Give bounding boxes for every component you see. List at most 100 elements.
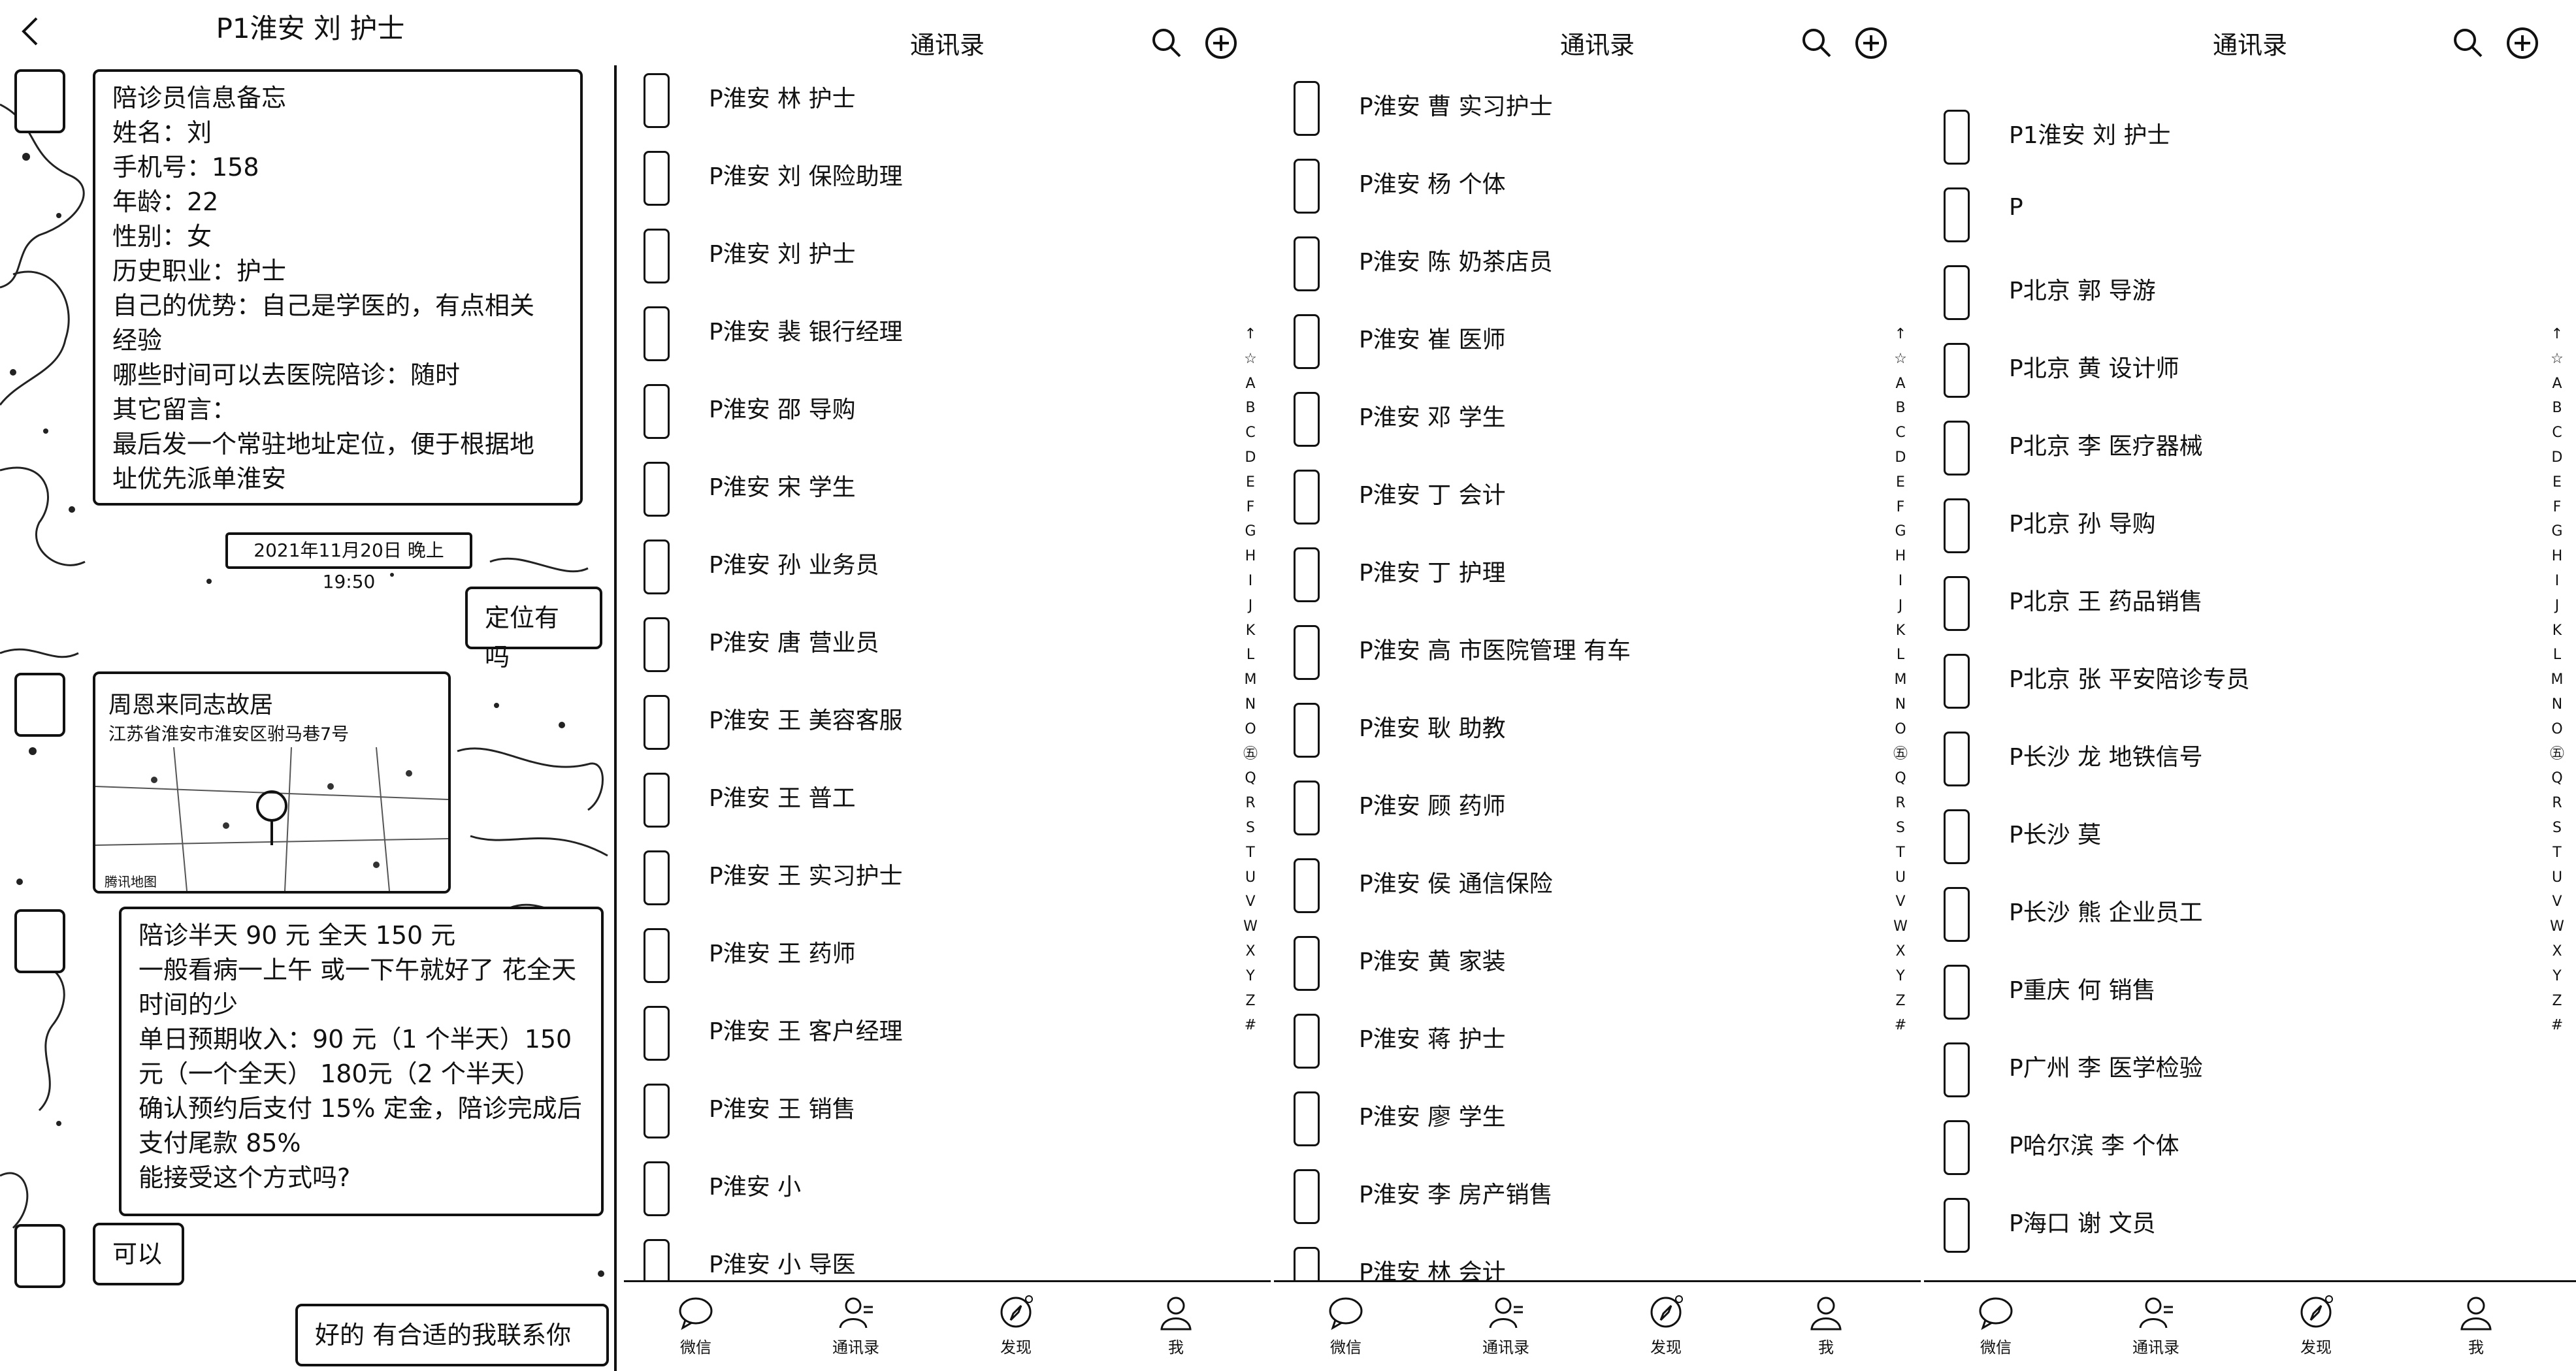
index-letter[interactable]: B xyxy=(1895,400,1906,417)
index-letter[interactable]: U xyxy=(1245,869,1256,886)
index-letter[interactable]: X xyxy=(1895,943,1906,960)
index-letter[interactable]: # xyxy=(1244,1017,1257,1034)
index-letter[interactable]: R xyxy=(1245,795,1256,812)
contact-row[interactable]: P淮安 杨 个体 xyxy=(1274,151,1921,223)
contact-row[interactable]: P北京 王 药品销售 xyxy=(1924,568,2576,640)
index-letter[interactable]: J xyxy=(1898,597,1903,614)
index-letter[interactable]: V xyxy=(2552,894,2562,911)
contact-row[interactable]: P淮安 廖 学生 xyxy=(1274,1084,1921,1155)
index-letter[interactable]: D xyxy=(1895,449,1906,466)
tab-item[interactable]: 微信 xyxy=(657,1294,735,1357)
tab-item[interactable]: 通讯录 xyxy=(2117,1294,2195,1357)
contact-row[interactable]: P淮安 曹 实习护士 xyxy=(1274,73,1921,145)
contact-row[interactable]: P北京 张 平安陪诊专员 xyxy=(1924,646,2576,718)
contact-row[interactable]: P淮安 刘 护士 xyxy=(624,221,1271,293)
contact-row[interactable]: P重庆 何 销售 xyxy=(1924,957,2576,1029)
index-letter[interactable]: Q xyxy=(2551,770,2563,787)
contact-row[interactable]: P淮安 李 房产销售 xyxy=(1274,1161,1921,1233)
index-letter[interactable]: M xyxy=(2551,671,2564,688)
contact-row[interactable]: P淮安 宋 学生 xyxy=(624,454,1271,526)
index-letter[interactable]: A xyxy=(1895,375,1906,392)
index-letter[interactable]: # xyxy=(2551,1017,2564,1034)
index-letter[interactable]: V xyxy=(1895,894,1906,911)
index-letter[interactable]: G xyxy=(1245,523,1256,540)
index-letter[interactable]: Y xyxy=(1896,967,1905,984)
contact-row[interactable]: P xyxy=(1924,180,2576,251)
index-letter[interactable]: Q xyxy=(1895,770,1906,787)
tab-item[interactable]: 我 xyxy=(2437,1294,2515,1357)
contact-row[interactable]: P淮安 侯 通信保险 xyxy=(1274,850,1921,922)
index-letter[interactable]: ㊄ xyxy=(2549,745,2564,762)
index-letter[interactable]: ☆ xyxy=(1894,350,1907,367)
contact-row[interactable]: P长沙 莫 xyxy=(1924,801,2576,873)
contact-row[interactable]: P哈尔滨 李 个体 xyxy=(1924,1112,2576,1184)
contact-row[interactable]: P1淮安 刘 护士 xyxy=(1924,102,2576,174)
index-letter[interactable]: U xyxy=(1895,869,1906,886)
contact-row[interactable]: P长沙 龙 地铁信号 xyxy=(1924,724,2576,796)
add-circle-icon[interactable] xyxy=(1854,26,1888,60)
index-letter[interactable]: ☆ xyxy=(1244,350,1257,367)
index-letter[interactable]: ↑ xyxy=(2551,326,2564,342)
index-letter[interactable]: Y xyxy=(1246,967,1255,984)
contact-row[interactable]: P淮安 王 药师 xyxy=(624,920,1271,992)
tab-item[interactable]: 发现 xyxy=(1627,1294,1705,1357)
contact-row[interactable]: P淮安 陈 奶茶店员 xyxy=(1274,229,1921,300)
index-letter[interactable]: M xyxy=(1244,671,1257,688)
index-letter[interactable]: T xyxy=(2552,844,2562,861)
reply-ok-bubble[interactable]: 可以 xyxy=(93,1223,184,1285)
index-letter[interactable]: R xyxy=(1895,795,1906,812)
index-letter[interactable]: S xyxy=(2552,819,2562,836)
index-letter[interactable]: F xyxy=(1246,498,1255,515)
index-letter[interactable]: ㊄ xyxy=(1243,745,1258,762)
index-letter[interactable]: K xyxy=(1895,622,1906,639)
contact-row[interactable]: P淮安 王 实习护士 xyxy=(624,843,1271,914)
final-reply-bubble[interactable]: 好的 有合适的我联系你 xyxy=(295,1304,609,1366)
index-letter[interactable]: I xyxy=(2554,572,2560,589)
index-letter[interactable]: G xyxy=(2551,523,2563,540)
index-letter[interactable]: B xyxy=(1245,400,1256,417)
contact-row[interactable]: P淮安 丁 护理 xyxy=(1274,540,1921,611)
index-letter[interactable]: # xyxy=(1894,1017,1907,1034)
index-letter[interactable]: U xyxy=(2551,869,2563,886)
index-letter[interactable]: ↑ xyxy=(1244,326,1257,342)
index-letter[interactable]: G xyxy=(1895,523,1906,540)
tab-item[interactable]: 微信 xyxy=(1957,1294,2035,1357)
alphabet-index[interactable]: ↑ ☆ A B C D E F G H I J K L M N O ㊄ Q R S T U V W X Y Z # xyxy=(1241,322,1260,1038)
contact-avatar[interactable] xyxy=(14,69,65,133)
index-letter[interactable]: W xyxy=(1243,918,1258,935)
contact-row[interactable]: P淮安 王 美容客服 xyxy=(624,687,1271,759)
index-letter[interactable]: T xyxy=(1246,844,1255,861)
contact-row[interactable]: P淮安 蒋 护士 xyxy=(1274,1006,1921,1078)
tab-item[interactable]: 通讯录 xyxy=(1467,1294,1545,1357)
contact-row[interactable]: P淮安 邵 导购 xyxy=(624,376,1271,448)
contact-row[interactable]: P淮安 崔 医师 xyxy=(1274,306,1921,378)
index-letter[interactable]: Q xyxy=(1245,770,1256,787)
index-letter[interactable]: Y xyxy=(2552,967,2562,984)
contact-row[interactable]: P淮安 王 销售 xyxy=(624,1076,1271,1148)
index-letter[interactable]: T xyxy=(1896,844,1905,861)
contact-row[interactable]: P淮安 高 市医院管理 有车 xyxy=(1274,617,1921,689)
index-letter[interactable]: Z xyxy=(1895,992,1906,1009)
index-letter[interactable]: S xyxy=(1246,819,1255,836)
contact-avatar[interactable] xyxy=(14,1224,65,1288)
alphabet-index[interactable]: ↑ ☆ A B C D E F G H I J K L M N O ㊄ Q R S T U V W X Y Z # xyxy=(2547,322,2567,1038)
index-letter[interactable]: N xyxy=(1895,696,1906,713)
contact-row[interactable]: P淮安 耿 助教 xyxy=(1274,695,1921,767)
index-letter[interactable]: K xyxy=(2552,622,2562,639)
search-icon[interactable] xyxy=(1150,26,1182,59)
index-letter[interactable]: E xyxy=(2552,474,2562,491)
index-letter[interactable]: ㊄ xyxy=(1893,745,1908,762)
contact-row[interactable]: P淮安 林 护士 xyxy=(624,65,1271,137)
index-letter[interactable]: J xyxy=(1248,597,1253,614)
contact-row[interactable]: P淮安 邓 学生 xyxy=(1274,384,1921,456)
index-letter[interactable]: F xyxy=(2552,498,2562,515)
index-letter[interactable]: V xyxy=(1245,894,1256,911)
index-letter[interactable]: L xyxy=(2552,647,2562,664)
contact-avatar[interactable] xyxy=(14,909,65,973)
index-letter[interactable]: H xyxy=(1895,548,1906,565)
index-letter[interactable]: F xyxy=(1896,498,1905,515)
index-letter[interactable]: D xyxy=(1245,449,1256,466)
contact-row[interactable]: P淮安 黄 家装 xyxy=(1274,928,1921,1000)
index-letter[interactable]: L xyxy=(1896,647,1905,664)
contact-row[interactable]: P长沙 熊 企业员工 xyxy=(1924,879,2576,951)
